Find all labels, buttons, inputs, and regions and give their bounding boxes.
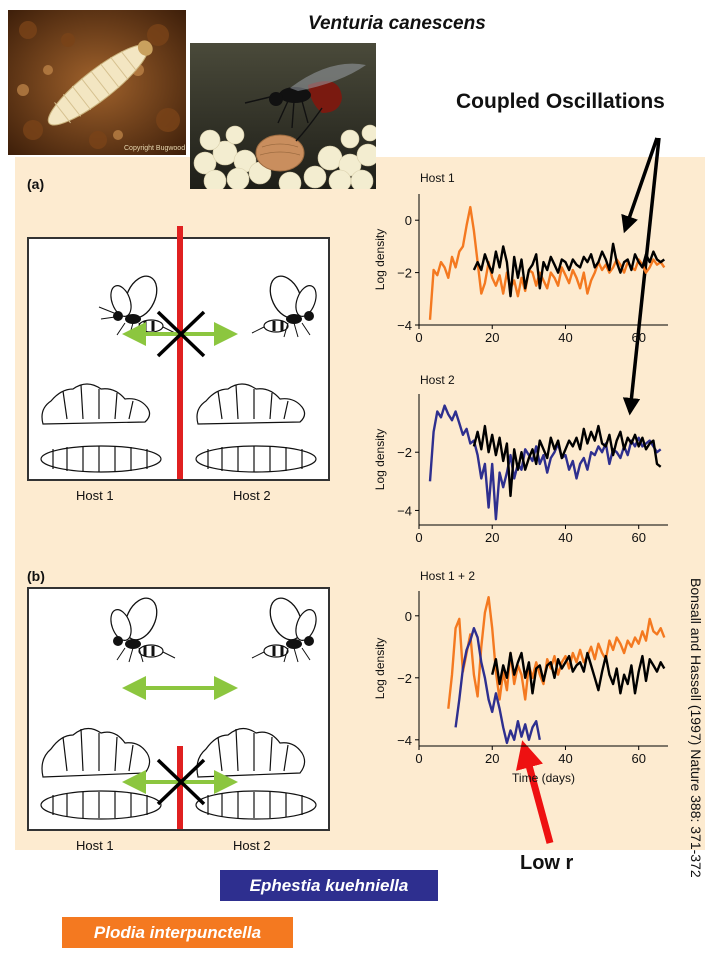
x-tick-label: 40 [558,530,572,545]
y-tick-label: −4 [397,503,412,518]
x-axis-label: Time (days) [512,771,575,785]
low-r-arrow [515,740,554,844]
chart-host1: 0 20 40 60 0 −2 −4 Log density [373,194,668,345]
citation: Bonsall and Hassell (1997) Nature 388: 3… [688,578,704,878]
wasp-photo [190,43,376,189]
y-tick-label: −2 [397,445,412,460]
y-tick-label: −4 [397,318,412,333]
x-tick-label: 20 [485,751,499,766]
chart-host2: 0 20 40 60 −2 −4 Log density [373,394,668,545]
diagram-box-b [27,587,330,831]
x-tick-label: 0 [415,330,422,345]
chart-title-host12: Host 1 + 2 [420,569,476,583]
x-tick-label: 20 [485,530,499,545]
larva-icon [195,383,317,473]
host1-label-b: Host 1 [76,838,114,853]
x-tick-label: 60 [631,530,645,545]
photo-credit: Copyright Bugwood [124,145,185,152]
chart-title-host1: Host 1 [420,171,455,185]
host1-label-a: Host 1 [76,488,114,503]
wasp-icon [110,597,176,663]
larva-icon [195,727,317,820]
y-tick-label: 0 [405,213,412,228]
low-r-label: Low r [520,852,573,875]
species-title: Venturia canescens [308,13,486,34]
legend-ephestia: Ephestia kuehniella [220,870,438,901]
larva-icon [40,727,162,820]
wasp-icon [251,597,317,663]
panel-b-label: (b) [27,568,45,584]
low-r-text: Low r [520,852,574,874]
wasp-icon [251,275,317,338]
series-line [428,404,662,521]
coupled-oscillations-label: Coupled Oscillations [456,90,665,113]
larva-icon [40,383,162,473]
x-tick-label: 60 [631,330,645,345]
chart-title-host2: Host 2 [420,373,455,387]
series-line [472,424,662,498]
x-tick-label: 0 [415,530,422,545]
series-line [491,651,666,695]
coupled-oscillations-arrows [621,137,661,416]
y-axis-label: Log density [373,229,387,290]
y-tick-label: −4 [397,733,412,748]
x-tick-label: 40 [558,751,572,766]
x-tick-label: 40 [558,330,572,345]
y-tick-label: 0 [405,609,412,624]
host2-label-a: Host 2 [233,488,271,503]
chart-host12: 0 20 40 60 0 −2 −4 Log density Time (days) [373,591,668,785]
panel-a-label: (a) [27,176,45,192]
y-axis-label: Log density [373,638,387,699]
x-tick-label: 20 [485,330,499,345]
y-tick-label: −2 [397,671,412,686]
legend-plodia: Plodia interpunctella [62,917,293,948]
x-tick-label: 60 [631,751,645,766]
block-x-icon [156,758,206,806]
citation-container: Bonsall and Hassell (1997) Nature 388: 3… [684,578,704,938]
block-x-icon [156,310,206,358]
series-line [472,242,666,298]
series-line [454,627,541,745]
x-tick-label: 0 [415,751,422,766]
larva-photo: Copyright Bugwood [8,10,186,155]
series-line [428,205,666,320]
y-tick-label: −2 [397,266,412,281]
y-axis-label: Log density [373,429,387,490]
host2-label-b: Host 2 [233,838,271,853]
